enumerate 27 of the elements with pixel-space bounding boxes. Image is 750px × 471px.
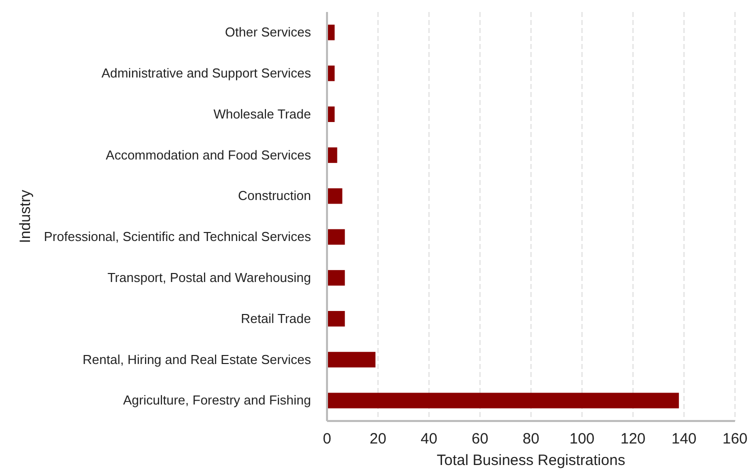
bar: [327, 270, 345, 286]
x-tick-label: 100: [569, 430, 595, 448]
x-tick-label: 120: [620, 430, 646, 448]
y-tick-label: Transport, Postal and Warehousing: [107, 270, 311, 286]
x-tick-label: 80: [522, 430, 540, 448]
y-axis-title: Industry: [17, 189, 34, 244]
x-axis-title: Total Business Registrations: [436, 452, 626, 469]
y-tick-label: Retail Trade: [240, 310, 311, 326]
x-tick-label: 160: [722, 430, 748, 448]
x-tick-label: 140: [671, 430, 697, 448]
y-tick-label: Rental, Hiring and Real Estate Services: [82, 352, 312, 367]
y-tick-label: Accommodation and Food Services: [106, 147, 312, 162]
x-tick-label: 20: [370, 430, 386, 448]
y-tick-label: Professional, Scientific and Technical Services: [44, 229, 312, 244]
y-tick-label: Construction: [238, 188, 311, 204]
y-tick-label: Wholesale Trade: [213, 106, 311, 122]
bar: [327, 352, 376, 368]
bar: [327, 229, 345, 245]
x-tick-label: 0: [322, 430, 332, 448]
x-tick-label: 60: [472, 430, 488, 448]
y-tick-label: Other Services: [225, 24, 312, 40]
bar: [327, 188, 342, 204]
bar: [327, 392, 679, 408]
y-tick-label: Agriculture, Forestry and Fishing: [123, 392, 311, 408]
y-tick-label: Administrative and Support Services: [101, 66, 312, 81]
x-tick-label: 40: [420, 430, 438, 448]
bar: [327, 310, 345, 327]
